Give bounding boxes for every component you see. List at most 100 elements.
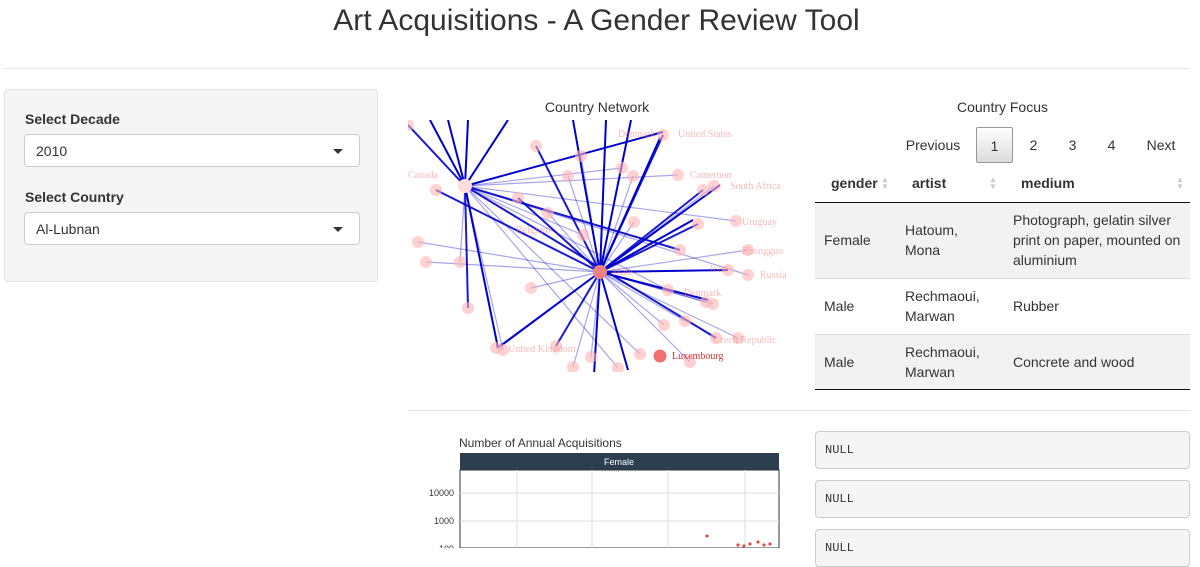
network-node[interactable] bbox=[674, 244, 686, 256]
network-edge bbox=[464, 167, 623, 187]
network-node[interactable] bbox=[708, 180, 720, 192]
network-node[interactable] bbox=[525, 282, 537, 294]
table-row[interactable]: Male Rechmaoui, Marwan Concrete and wood bbox=[815, 335, 1190, 389]
network-node[interactable] bbox=[628, 216, 640, 228]
network-node[interactable] bbox=[512, 192, 524, 204]
network-edge bbox=[599, 271, 629, 371]
chevron-down-icon bbox=[333, 227, 343, 232]
network-edge bbox=[464, 185, 669, 291]
network-node[interactable] bbox=[684, 356, 696, 368]
network-node[interactable] bbox=[692, 218, 704, 230]
network-edge bbox=[599, 249, 749, 273]
network-hub-node[interactable] bbox=[458, 179, 472, 193]
country-select-value: Al-Lubnan bbox=[36, 221, 100, 237]
network-node[interactable] bbox=[612, 362, 624, 372]
network-edge bbox=[599, 271, 686, 322]
pagination-page-1[interactable]: 1 bbox=[976, 127, 1013, 163]
data-point bbox=[736, 543, 740, 547]
network-node[interactable] bbox=[707, 298, 719, 310]
network-node[interactable] bbox=[657, 129, 669, 141]
network-edge bbox=[599, 271, 739, 339]
network-node[interactable] bbox=[530, 140, 542, 152]
network-node[interactable] bbox=[412, 236, 424, 248]
network-node[interactable] bbox=[658, 319, 670, 331]
cell-gender: Male bbox=[824, 354, 855, 370]
network-node[interactable] bbox=[454, 256, 466, 268]
network-node[interactable] bbox=[408, 120, 414, 131]
pagination-page-3[interactable]: 3 bbox=[1068, 137, 1077, 153]
column-header-gender[interactable]: gender bbox=[831, 175, 878, 191]
network-node[interactable] bbox=[430, 184, 442, 196]
network-node[interactable] bbox=[679, 315, 691, 327]
network-node[interactable] bbox=[710, 332, 722, 344]
network-node-label: Iran bbox=[710, 264, 726, 275]
network-edge bbox=[599, 175, 634, 273]
row-divider bbox=[815, 334, 1190, 335]
network-node-label: Canada bbox=[408, 170, 439, 181]
table-row[interactable]: Male Rechmaoui, Marwan Rubber bbox=[815, 279, 1190, 334]
table-row[interactable]: Female Hatoum, Mona Photograph, gelatin … bbox=[815, 203, 1190, 278]
network-node[interactable] bbox=[616, 162, 628, 174]
network-edge bbox=[435, 189, 601, 273]
grid bbox=[460, 470, 779, 548]
cell-artist: Rechmaoui, Marwan bbox=[905, 344, 980, 380]
network-node[interactable] bbox=[730, 215, 742, 227]
cell-medium: Concrete and wood bbox=[1013, 354, 1135, 370]
country-label: Select Country bbox=[25, 189, 124, 205]
network-node-label: Denmark bbox=[618, 129, 655, 140]
column-header-medium[interactable]: medium bbox=[1021, 175, 1075, 191]
network-node-label: Cameroon bbox=[690, 170, 732, 181]
cell-medium: Photograph, gelatin silver print on pape… bbox=[1013, 212, 1181, 268]
network-node[interactable] bbox=[653, 349, 667, 363]
network-node-label: Zhongguo bbox=[742, 246, 783, 257]
decade-select[interactable]: 2010 bbox=[24, 134, 360, 167]
y-tick-label: 100 bbox=[439, 544, 454, 548]
network-node[interactable] bbox=[490, 342, 502, 354]
network-node[interactable] bbox=[562, 170, 574, 182]
data-point bbox=[756, 540, 760, 544]
network-node[interactable] bbox=[722, 264, 734, 276]
network-node[interactable] bbox=[575, 150, 587, 162]
pagination-page-2[interactable]: 2 bbox=[1029, 137, 1038, 153]
column-header-artist[interactable]: artist bbox=[912, 175, 947, 191]
pagination-next[interactable]: Next bbox=[1146, 137, 1176, 153]
network-node[interactable] bbox=[462, 302, 474, 314]
network-edge bbox=[599, 271, 665, 326]
network-node[interactable] bbox=[585, 351, 597, 363]
network-hub-node[interactable] bbox=[593, 265, 607, 279]
network-node[interactable] bbox=[742, 244, 754, 256]
network-node-label: Male bbox=[612, 267, 633, 278]
network-edge bbox=[572, 120, 601, 273]
network-node[interactable] bbox=[567, 361, 579, 372]
network-edge bbox=[464, 185, 737, 222]
network-edge bbox=[599, 137, 661, 273]
network-edge bbox=[464, 185, 717, 339]
network-node[interactable] bbox=[577, 229, 589, 241]
network-edge bbox=[464, 120, 469, 187]
cell-artist: Rechmaoui, Marwan bbox=[905, 288, 980, 324]
pagination-page-4[interactable]: 4 bbox=[1107, 137, 1116, 153]
pagination-previous[interactable]: Previous bbox=[905, 137, 961, 153]
page-title: Art Acquisitions - A Gender Review Tool bbox=[333, 4, 860, 37]
network-node-label: United Kingdom bbox=[508, 344, 576, 355]
network-node-label: United States bbox=[678, 129, 732, 140]
country-select[interactable]: Al-Lubnan bbox=[24, 212, 360, 245]
network-title: Country Network bbox=[544, 99, 650, 115]
network-node-label: Luxembourg bbox=[672, 351, 723, 362]
network-node[interactable] bbox=[420, 256, 432, 268]
network-node[interactable] bbox=[732, 332, 744, 344]
network-node-label: Belgium bbox=[516, 225, 551, 236]
network-node[interactable] bbox=[672, 169, 684, 181]
network-node[interactable] bbox=[742, 269, 754, 281]
network-node[interactable] bbox=[662, 284, 674, 296]
output-box: NULL bbox=[815, 529, 1190, 567]
network-node[interactable] bbox=[627, 170, 639, 182]
network-node[interactable] bbox=[550, 340, 562, 352]
network-node[interactable] bbox=[542, 207, 554, 219]
data-points bbox=[705, 534, 772, 548]
network-node[interactable] bbox=[697, 184, 709, 196]
decade-label: Select Decade bbox=[25, 111, 120, 127]
output-box: NULL bbox=[815, 431, 1190, 469]
network-node[interactable] bbox=[634, 348, 646, 360]
